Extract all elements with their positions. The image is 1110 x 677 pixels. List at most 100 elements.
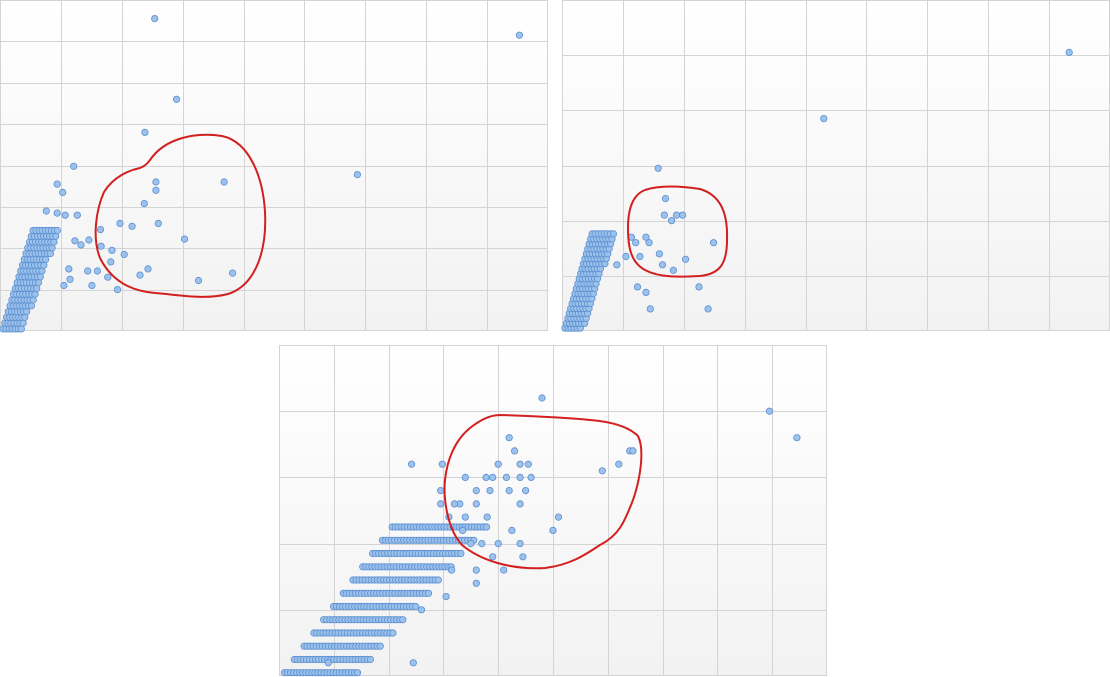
data-point — [667, 217, 676, 225]
data-point — [412, 602, 420, 611]
data-point — [636, 252, 644, 261]
data-point — [549, 526, 557, 535]
data-point — [516, 473, 524, 481]
data-point — [36, 273, 44, 281]
data-point — [46, 250, 55, 258]
data-point — [494, 460, 502, 468]
plot-area — [0, 0, 548, 331]
data-point — [53, 226, 62, 235]
data-point — [615, 460, 623, 468]
data-point — [104, 273, 112, 281]
data-point — [417, 606, 426, 614]
data-point — [52, 232, 60, 240]
data-point — [461, 473, 469, 481]
data-point — [472, 500, 480, 508]
data-point — [108, 246, 116, 254]
data-point — [622, 252, 630, 261]
data-point — [113, 285, 122, 294]
data-point — [709, 239, 718, 247]
data-point — [519, 553, 527, 561]
data-point — [482, 473, 490, 481]
data-point — [516, 460, 524, 468]
data-point — [642, 233, 650, 241]
highlight-outline-bottom — [443, 413, 643, 570]
data-point — [524, 460, 532, 468]
data-point — [353, 171, 361, 179]
data-point — [144, 265, 152, 273]
data-point — [220, 178, 228, 186]
data-point — [60, 281, 68, 290]
plot-area — [562, 0, 1110, 331]
data-point — [505, 434, 513, 442]
data-point — [42, 207, 50, 215]
data-point — [472, 486, 480, 495]
data-point — [71, 237, 79, 245]
data-point — [41, 255, 50, 263]
data-point — [793, 434, 801, 442]
data-point — [660, 211, 668, 219]
data-point — [107, 258, 115, 266]
data-point — [66, 275, 74, 283]
data-point — [447, 566, 456, 574]
data-point — [472, 579, 480, 587]
data-point — [765, 407, 774, 415]
data-point — [467, 539, 475, 548]
data-point — [173, 95, 181, 103]
data-point — [424, 589, 433, 597]
data-point — [482, 523, 491, 531]
data-point — [31, 290, 39, 298]
data-point — [136, 271, 144, 279]
data-point — [141, 128, 149, 136]
data-point — [472, 566, 480, 574]
data-point — [65, 265, 73, 273]
data-point — [353, 669, 362, 677]
data-point — [613, 261, 621, 269]
data-point — [77, 241, 85, 249]
data-point — [642, 288, 650, 296]
highlight-outline-top-left — [94, 133, 267, 298]
data-point — [442, 592, 450, 601]
data-point — [554, 513, 563, 521]
data-point — [324, 659, 332, 667]
data-point — [409, 659, 417, 667]
data-point — [154, 219, 162, 227]
data-point — [672, 211, 681, 219]
data-point — [120, 250, 128, 259]
data-point — [704, 305, 712, 313]
data-point — [632, 239, 640, 247]
data-point — [180, 235, 189, 243]
data-point — [655, 250, 664, 258]
data-point — [695, 283, 703, 291]
data-point — [53, 180, 61, 188]
scatter-panel-bottom — [279, 345, 827, 677]
data-point — [633, 283, 642, 291]
data-point — [458, 526, 467, 535]
data-point — [629, 447, 637, 455]
data-point — [96, 226, 105, 234]
data-point — [461, 513, 469, 521]
data-point — [53, 209, 61, 217]
data-point — [483, 513, 491, 521]
data-point — [85, 236, 93, 244]
data-point — [437, 500, 445, 508]
data-point — [516, 539, 524, 548]
data-point — [450, 500, 458, 508]
data-point — [510, 447, 519, 455]
data-point — [140, 200, 148, 208]
data-point — [516, 500, 524, 508]
data-point — [88, 281, 96, 290]
data-point — [93, 267, 102, 275]
data-point — [489, 553, 497, 561]
data-point — [646, 305, 654, 313]
data-point — [486, 486, 494, 495]
data-point — [407, 460, 416, 468]
data-point — [389, 629, 397, 637]
data-point — [521, 486, 530, 495]
data-point — [457, 549, 465, 558]
data-point — [152, 178, 160, 186]
data-point — [229, 269, 237, 277]
scatter-panel-top-left — [0, 0, 548, 333]
data-point — [73, 211, 81, 219]
data-point — [658, 261, 667, 269]
data-point — [681, 255, 690, 263]
